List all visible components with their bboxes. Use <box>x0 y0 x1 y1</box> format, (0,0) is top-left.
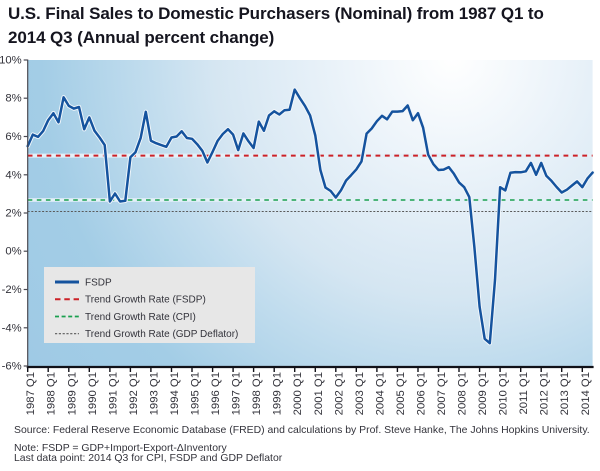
svg-text:-6%: -6% <box>2 361 22 373</box>
svg-text:2001 Q1: 2001 Q1 <box>313 372 325 415</box>
svg-text:Trend Growth Rate (CPI): Trend Growth Rate (CPI) <box>85 312 196 323</box>
svg-text:-4%: -4% <box>2 322 22 334</box>
svg-text:8%: 8% <box>5 93 21 105</box>
svg-text:2010 Q1: 2010 Q1 <box>498 372 510 415</box>
svg-text:Trend Growth Rate (GDP Deflato: Trend Growth Rate (GDP Deflator) <box>85 329 238 340</box>
svg-text:1988 Q1: 1988 Q1 <box>46 372 58 415</box>
svg-text:2005 Q1: 2005 Q1 <box>395 372 407 415</box>
svg-text:1991 Q1: 1991 Q1 <box>107 372 119 415</box>
svg-text:1998 Q1: 1998 Q1 <box>251 372 263 415</box>
svg-text:1989 Q1: 1989 Q1 <box>66 372 78 415</box>
svg-text:1999 Q1: 1999 Q1 <box>272 372 284 415</box>
svg-text:2013 Q1: 2013 Q1 <box>559 372 571 415</box>
svg-text:FSDP: FSDP <box>85 278 112 289</box>
svg-text:2004 Q1: 2004 Q1 <box>374 372 386 415</box>
svg-text:1995 Q1: 1995 Q1 <box>189 372 201 415</box>
svg-text:2000 Q1: 2000 Q1 <box>292 372 304 415</box>
svg-text:1987 Q1: 1987 Q1 <box>25 372 37 415</box>
svg-text:-2%: -2% <box>2 284 22 296</box>
svg-text:1994 Q1: 1994 Q1 <box>169 372 181 415</box>
svg-text:1996 Q1: 1996 Q1 <box>210 372 222 415</box>
svg-text:1992 Q1: 1992 Q1 <box>128 372 140 415</box>
svg-text:2011 Q1: 2011 Q1 <box>518 372 530 415</box>
svg-text:2002 Q1: 2002 Q1 <box>333 372 345 415</box>
svg-text:Trend Growth Rate (FSDP): Trend Growth Rate (FSDP) <box>85 295 206 306</box>
svg-text:2009 Q1: 2009 Q1 <box>477 372 489 415</box>
svg-text:2007 Q1: 2007 Q1 <box>436 372 448 415</box>
svg-text:10%: 10% <box>0 55 22 67</box>
svg-text:1990 Q1: 1990 Q1 <box>87 372 99 415</box>
svg-text:2012 Q1: 2012 Q1 <box>539 372 551 415</box>
svg-text:2008 Q1: 2008 Q1 <box>456 372 468 415</box>
svg-text:1993 Q1: 1993 Q1 <box>148 372 160 415</box>
svg-text:6%: 6% <box>5 131 21 143</box>
svg-text:1997 Q1: 1997 Q1 <box>231 372 243 415</box>
svg-text:2003 Q1: 2003 Q1 <box>354 372 366 415</box>
svg-text:2%: 2% <box>5 208 21 220</box>
svg-text:0%: 0% <box>5 246 21 258</box>
svg-text:2014 Q1: 2014 Q1 <box>580 372 592 415</box>
svg-text:4%: 4% <box>5 169 21 181</box>
svg-text:2006 Q1: 2006 Q1 <box>415 372 427 415</box>
